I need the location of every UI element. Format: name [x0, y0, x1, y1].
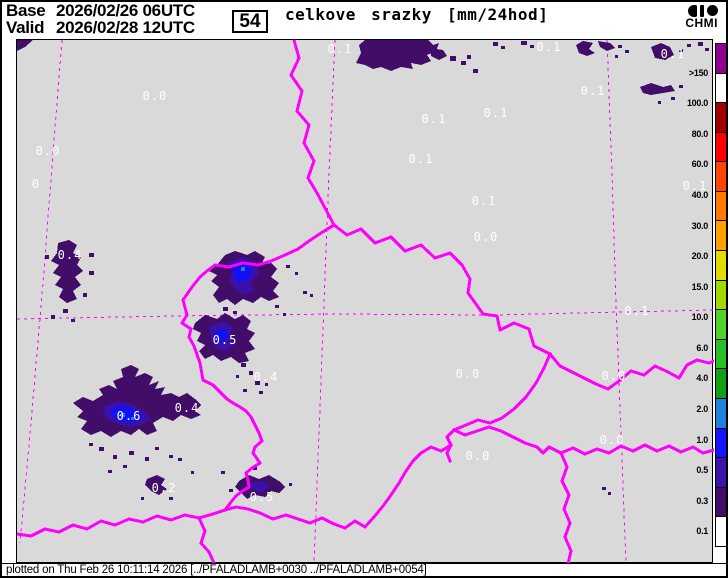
scale-tick-label: >150: [688, 67, 708, 78]
precip-patches-strong: [111, 261, 253, 423]
scale-segment: [715, 309, 726, 340]
scale-segment: [715, 43, 726, 74]
scale-tick-label: 15.0: [691, 281, 709, 292]
precip-value-label: 0.0: [465, 449, 491, 463]
country-borders: [17, 40, 714, 564]
precipitation-map: 0.1 0.1 0.1 0.0 0.1 0.1 0.1 0.0 0.1 0 0.1 0.1 0.0 0.4…: [16, 39, 714, 564]
page-title: celkove srazky [mm/24hod]: [285, 5, 549, 24]
base-time-row: Base 2026/02/26 06UTC: [6, 2, 195, 20]
plot-info-text: plotted on Thu Feb 26 10:11:14 2026 [../…: [6, 564, 427, 576]
scale-segment: [715, 457, 726, 488]
precip-value-label: 0.4: [174, 401, 200, 415]
scale-segment: [715, 486, 726, 518]
precip-value-label: 0.2: [151, 481, 177, 495]
scale-segment: [715, 190, 726, 222]
precip-value-label: 0.1: [682, 179, 708, 193]
precip-value-label: 0.1: [471, 194, 497, 208]
scale-tick-label: 0.1: [696, 526, 708, 537]
precip-value-label: 0.1: [536, 40, 562, 54]
chmi-logo-text: CHMI: [685, 16, 718, 30]
scale-segment: [715, 102, 726, 133]
precip-value-label: 0.0: [601, 369, 627, 383]
scale-tick-label: 100.0: [686, 98, 708, 109]
precip-patches-core: [121, 267, 245, 420]
scale-tick-label: 2.0: [696, 404, 708, 415]
scale-tick-label: 0.3: [696, 495, 708, 506]
border-cz-pl: [331, 222, 553, 357]
precip-value-label: 0.0: [599, 433, 625, 447]
scale-segment: [715, 131, 726, 163]
logo-dot-icon: [707, 5, 718, 16]
precip-color-scale: [715, 43, 726, 547]
precip-value-label: 0.0: [473, 230, 499, 244]
scale-segment: [715, 338, 726, 370]
precip-value-label: 0.4: [57, 248, 83, 262]
graticule: [17, 40, 714, 564]
valid-label: Valid: [6, 18, 45, 37]
precip-value-label: 0.1: [327, 42, 353, 56]
precip-value-label: 0.0: [455, 367, 481, 381]
scale-tick-label: 60.0: [691, 159, 709, 170]
chmi-logo: CHMI: [672, 4, 718, 30]
scale-segment: [715, 368, 726, 399]
scale-segment: [715, 72, 726, 104]
base-label: Base: [6, 1, 46, 20]
border-sk-hu: [452, 425, 714, 456]
precip-value-label: 0.1: [580, 84, 606, 98]
precip-value-label: 0.4: [253, 370, 279, 384]
scale-tick-label: 1.0: [696, 434, 708, 445]
scale-tick-label: 6.0: [696, 342, 708, 353]
valid-time-row: Valid 2026/02/28 12UTC: [6, 19, 195, 37]
scale-tick-label: 30.0: [691, 220, 709, 231]
header: Base 2026/02/26 06UTC Valid 2026/02/28 12U…: [2, 2, 726, 37]
scale-segment: [715, 516, 726, 547]
precip-value-label: 0.5: [212, 333, 238, 347]
precip-value-label: 0.1: [660, 47, 686, 61]
precip-patches-light: [17, 40, 709, 500]
border-de-pl: [289, 40, 337, 228]
scale-tick-label: 40.0: [691, 189, 709, 200]
precip-value-label: 0.1: [421, 112, 447, 126]
scale-segment: [715, 427, 726, 459]
meridian-east: [606, 40, 627, 564]
border-at-hu: [559, 451, 573, 564]
parallel-center: [17, 309, 714, 320]
map-graphics: [17, 40, 714, 564]
precip-value-label: 0.0: [142, 89, 168, 103]
precip-value-label: 0.5: [249, 490, 275, 504]
scale-tick-label: 4.0: [696, 373, 708, 384]
chmi-logo-icon: [672, 4, 718, 17]
scale-segment: [715, 220, 726, 252]
precip-value-label: 0.1: [624, 304, 650, 318]
scale-segment: [715, 397, 726, 429]
scale-segment: [715, 250, 726, 281]
border-de-at-west: [17, 508, 227, 538]
forecast-step-box: 54: [232, 10, 268, 33]
meridian-center: [313, 40, 336, 564]
base-value: 2026/02/26 06UTC: [56, 1, 195, 20]
scale-tick-label: 80.0: [691, 128, 709, 139]
valid-value: 2026/02/28 12UTC: [56, 18, 195, 37]
precip-value-label: 0.0: [35, 144, 61, 158]
precip-value-label: 0: [31, 177, 41, 191]
precip-value-label: 0.1: [408, 152, 434, 166]
scale-tick-label: 10.0: [691, 312, 709, 323]
scale-segment: [715, 161, 726, 192]
meridian-west: [19, 40, 63, 544]
border-pl-sk: [547, 351, 714, 391]
footer: plotted on Thu Feb 26 10:11:14 2026 [../…: [2, 563, 726, 576]
border-cz-at: [223, 442, 454, 530]
precip-value-label: 0.6: [116, 409, 142, 423]
scale-tick-label: 20.0: [691, 251, 709, 262]
border-de-at-south: [197, 516, 216, 564]
border-de-cz: [180, 222, 337, 513]
logo-halfmoon-icon: [688, 4, 697, 17]
precip-value-label: 0.1: [483, 106, 509, 120]
scale-segment: [715, 279, 726, 311]
logo-bar-icon: [700, 4, 704, 17]
scale-tick-label: 0.5: [696, 465, 708, 476]
